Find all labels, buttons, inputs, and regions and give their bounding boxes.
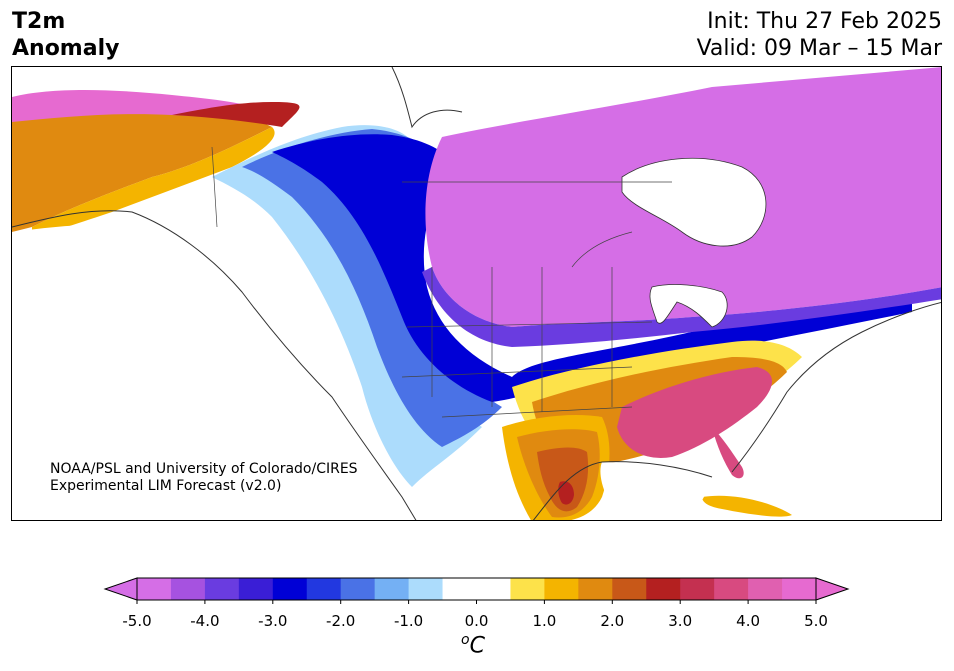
great-lakes [649,284,728,328]
colorbar [103,577,850,604]
colorbar-tick-label: 2.0 [600,612,625,630]
gulf-of-mexico [600,462,706,514]
colorbar-segment [306,578,342,600]
title-left: T2m Anomaly [12,8,119,62]
alaska-north-red [172,102,300,127]
alaska-warm-region [12,98,272,232]
colorbar-tick-label: 0.0 [464,612,489,630]
anomaly-subtitle: Anomaly [12,36,120,61]
variable-title: T2m [12,9,66,34]
colorbar-segment [442,578,511,600]
colorbar-ticks [136,600,817,604]
colorbar-segment [612,578,647,600]
unit-degree: o [461,632,470,648]
colorbar-tick-label: -4.0 [190,612,220,630]
colorbar-segment [238,578,274,600]
colorbar-segment [782,578,817,600]
colorbar-under-arrow [103,577,138,601]
florida-pink [712,427,744,479]
atlantic-ocean [752,307,941,520]
alaska-yellow-edge [32,127,275,237]
unit-celsius: C [469,633,485,659]
colorbar-over-arrow [815,577,850,601]
coastlines [12,67,941,520]
colorbar-segment [170,578,206,600]
credit-line-1: NOAA/PSL and University of Colorado/CIRE… [50,461,358,477]
colorbar-segment [374,578,410,600]
colorbar-tick-label: -1.0 [393,612,424,630]
map-panel: NOAA/PSL and University of Colorado/CIRE… [11,66,942,521]
state-borders [211,146,672,418]
anomaly-map [12,67,941,520]
colorbar-segment [578,578,613,600]
colorbar-tick-label: -2.0 [326,612,356,630]
colorbar-segment [510,578,545,600]
colorbar-tick-label: 5.0 [804,612,828,630]
southeast-pink [617,367,772,458]
hudson-bay [621,157,767,247]
colorbar-segment [408,578,444,600]
pacific-ocean [12,224,411,520]
colorbar-segment [748,578,783,600]
credit-text: NOAA/PSL and University of Colorado/CIRE… [50,461,358,495]
valid-period: Valid: 09 Mar – 15 Mar [696,36,942,61]
title-right: Init: Thu 27 Feb 2025 Valid: 09 Mar – 15… [697,8,942,62]
colorbar-segment [714,578,749,600]
colorbar-segments [137,578,817,600]
colorbar-unit: oC [461,632,485,658]
colorbar-tick-label: 3.0 [668,612,693,630]
colorbar-segment [272,578,308,600]
colorbar-segment [137,578,172,600]
texas-brown [537,447,589,512]
mexico-red-spot [558,481,574,505]
colorbar-segment [204,578,240,600]
colorbar-segment [340,578,376,600]
colorbar-segment [544,578,579,600]
colorbar-tick-label: 1.0 [532,612,557,630]
colorbar-tick-label: 4.0 [736,612,761,630]
colorbar-tick-label: -3.0 [258,612,288,630]
cold-violet-ring [422,267,941,347]
init-date: Init: Thu 27 Feb 2025 [707,9,942,34]
colorbar-segment [680,578,715,600]
credit-line-2: Experimental LIM Forecast (v2.0) [50,478,282,494]
colorbar-segment [646,578,681,600]
cuba [702,495,792,517]
colorbar-tick-label: -5.0 [122,612,152,630]
